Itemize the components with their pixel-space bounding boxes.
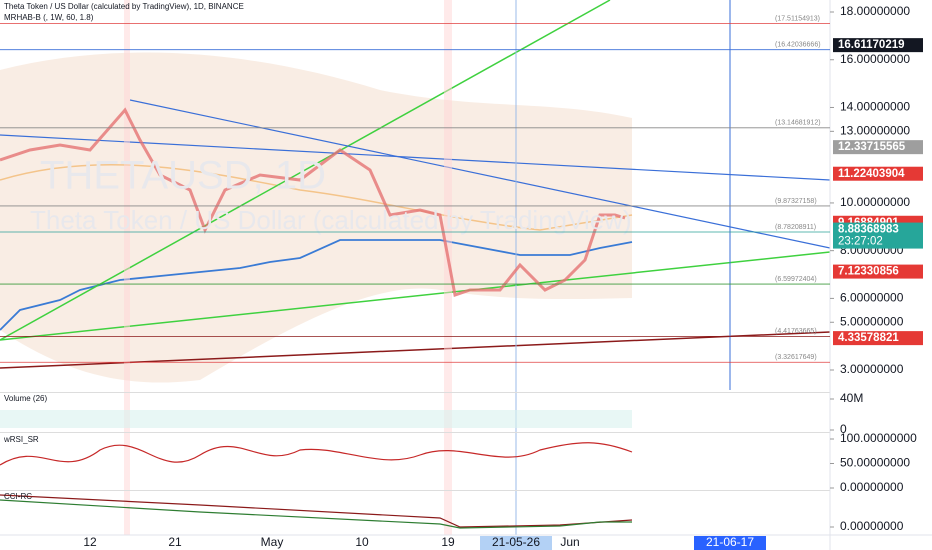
time-label: 21-06-17 [706,535,754,549]
price-label: 16.00000000 [840,52,910,66]
level-label: (13.14681912) [775,120,821,127]
price-badge [833,331,923,346]
price-badge [833,264,923,279]
trend-line [0,251,831,341]
watermark: Theta Token / US Dollar (calculated by T… [30,205,632,235]
watermark: THETAUSD, 1D [40,154,326,198]
indicator-title: MRHAB-B (, 1W, 60, 1.8) [4,13,94,22]
level-label: (16.42036666) [775,42,821,49]
pane-label: 0 [840,422,847,436]
time-label: 10 [355,535,369,549]
time-label: 19 [441,535,455,549]
ma-line [0,163,633,231]
cloud-band [0,52,632,383]
badge-label: 7.12330856 [838,266,899,278]
price-path [0,107,626,297]
pane-title: CCI-RC [4,492,32,501]
badge-label: 8.88368983 [838,224,899,236]
trend-line [0,134,831,181]
trend-line [0,0,611,341]
price-label: 6.00000000 [840,291,904,305]
pane-title: Volume (26) [4,394,47,403]
time-highlight [694,536,766,550]
time-highlight [480,536,552,550]
volume-area [0,410,632,428]
chart-title: Theta Token / US Dollar (calculated by T… [4,2,244,11]
time-label: 12 [83,535,97,549]
price-badge [833,222,923,249]
badge-label: 4.33578821 [838,332,899,344]
trend-line [129,99,831,249]
time-label: Jun [560,535,579,549]
cci-line [0,499,632,529]
countdown: 23:27:02 [838,236,883,248]
pane-divider [0,432,830,433]
price-label: 18.00000000 [840,4,910,18]
pane-label: 40M [840,391,863,405]
time-label: 21-05-26 [492,535,540,549]
price-label: 14.00000000 [840,100,910,114]
time-label: May [261,535,284,549]
level-label: (4.41763665) [775,328,817,335]
pane-label: 0.00000000 [840,519,904,533]
price-label: 10.00000000 [840,195,910,209]
badge-label: 12.33715565 [838,141,906,153]
level-label: (17.51154913) [775,16,820,23]
level-label: (3.32617649) [775,354,817,361]
level-label: (6.59972404) [775,276,817,283]
highlight [444,0,452,535]
badge-label: 11.22403904 [838,168,905,180]
price-label: 3.00000000 [840,362,904,376]
price-badge [833,140,923,155]
badge-label: 16.61170219 [838,39,905,51]
pane-divider [0,392,830,393]
price-label: 13.00000000 [840,124,910,138]
highlight [124,0,130,535]
pane-label: 100.00000000 [840,431,917,445]
level-label: (8.78208911) [775,224,816,231]
step-line [0,239,633,331]
price-label: 5.00000000 [840,314,904,328]
cci-line [0,494,633,528]
time-label: 21 [168,535,182,549]
level-label: (9.87327158) [775,198,817,205]
pane-title: wRSI_SR [3,435,39,444]
pane-label: 50.00000000 [840,456,910,470]
price-badge [833,166,923,181]
pane-divider [0,490,830,491]
rsi-line [0,442,633,466]
pane-label: 0.00000000 [840,480,904,494]
price-badge [833,38,923,53]
